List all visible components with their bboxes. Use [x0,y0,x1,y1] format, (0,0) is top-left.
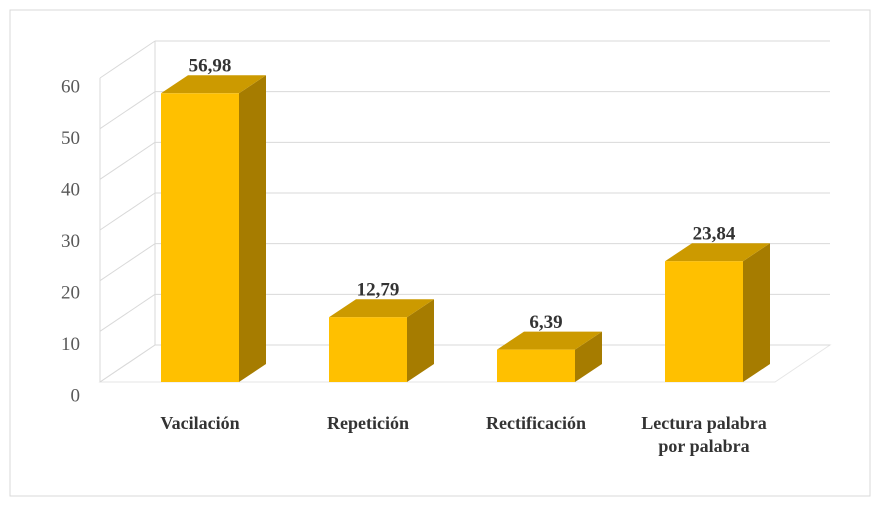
y-tick-label: 20 [61,282,80,303]
bar-side [407,299,434,382]
y-tick-label: 50 [61,128,80,149]
y-tick-label: 60 [61,76,80,97]
side-grid-line [99,243,156,282]
x-tick-label: Rectificación [486,413,586,433]
data-label: 6,39 [529,312,562,333]
bar-top [329,299,434,318]
data-label: 56,98 [189,56,232,77]
data-label: 12,79 [357,280,400,301]
bar-top [497,331,602,350]
side-grid-line [99,293,156,332]
y-tick-label: 40 [61,179,80,200]
bar [497,349,575,382]
side-grid-line [99,141,156,180]
bar [329,317,407,382]
bar-top [161,75,266,94]
side-grid-line [99,91,156,130]
x-tick-label: Lectura palabra por palabra [641,413,767,456]
x-tick-label: Vacilación [160,413,240,433]
data-label: 23,84 [693,224,736,245]
bar-side [743,243,770,382]
bar-side [575,331,602,382]
side-grid-line [99,344,156,383]
bar [665,261,743,382]
bar-side [239,75,266,382]
bar [161,93,239,382]
y-tick-label: 0 [71,385,81,406]
y-tick-label: 30 [61,231,80,252]
y-tick-label: 10 [61,334,80,355]
x-tick-label: Repetición [327,413,409,433]
bar-top [665,243,770,262]
side-grid-line [99,40,156,79]
side-grid-line [99,192,156,231]
